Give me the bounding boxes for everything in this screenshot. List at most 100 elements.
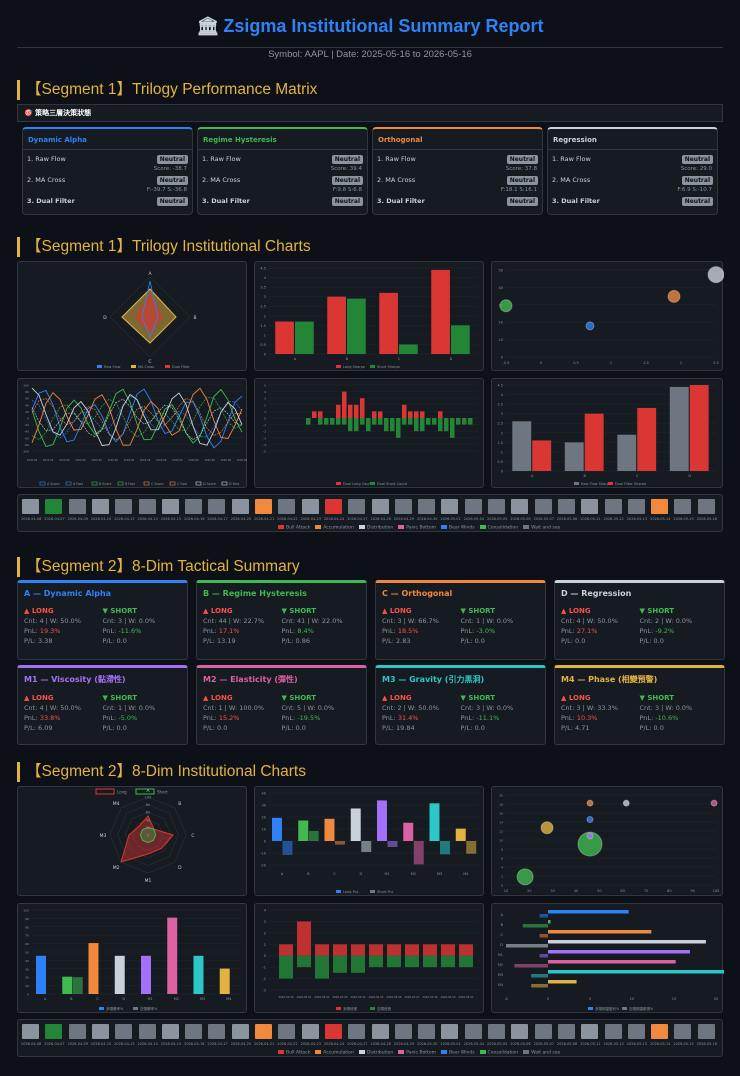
bar-short-expectancy [531, 984, 548, 988]
x-tick: M2 [174, 997, 179, 1001]
regime-date: 2026-05-01 [440, 517, 461, 521]
strategy-status-strip: 🎯 策略三層決策狀態 [17, 104, 723, 122]
tactical-card-title: M1 — Viscosity (黏滯性) [24, 675, 126, 684]
matrix-row-meta: F:6.9 S:-10.7 [677, 187, 712, 193]
bar [689, 385, 709, 471]
short-column: ▼ SHORT Cnt: 5 | W: 0.0% PnL: -19.5% P/L: 0… [282, 693, 361, 733]
legend-swatch [336, 365, 341, 368]
regime-legend-swatch [398, 1050, 405, 1054]
y-tick: 60 [25, 942, 29, 946]
regime-date: 2026-04-07 [44, 1042, 65, 1046]
radar-grid [109, 276, 191, 358]
bar-long-signal [333, 944, 347, 956]
bubble [577, 831, 603, 857]
y-tick: 20 [499, 321, 503, 325]
matrix-row-meta: F:18.1 S:16.1 [500, 187, 537, 193]
pnl-value: 19.3% [39, 627, 61, 635]
sharpe-bar-chart: 0 0.5 1 1.5 2 2.5 3 3.5 4 4.5 A B C D Long Sharpe Short… [254, 261, 484, 371]
radar-series-raw [141, 280, 159, 339]
y-tick: 3 [264, 920, 266, 924]
short-column: ▼ SHORT Cnt: 1 | W: 0.0% PnL: -5.0% P/L: 0.… [103, 693, 182, 733]
bar-long-winrate [219, 968, 230, 994]
x-tick: 40 [574, 889, 578, 893]
pnl-value: -11.6% [118, 627, 142, 635]
pnl-value: 18.5% [397, 627, 419, 635]
regime-cell [91, 499, 109, 514]
trade-count: Cnt: 1 | W: 100.0% [203, 704, 265, 712]
y-tick: 0 [27, 417, 29, 421]
bubble [516, 868, 534, 886]
matrix-row-label: 2. MA Cross [377, 176, 416, 184]
bar-short-signal [297, 955, 311, 968]
profit-loss-ratio: P/L: 0.0 [561, 637, 586, 645]
bar-short-pnl [387, 841, 398, 847]
bar [637, 407, 657, 471]
profit-loss-ratio: P/L: 0.0 [102, 724, 127, 732]
matrix-card-2: Orthogonal 1. Raw Flow Neutral Score: 37.8 2… [372, 127, 543, 215]
y-tick: 40 [25, 959, 29, 963]
y-tick: 1 [501, 450, 503, 454]
tactical-columns: ▲ LONG Cnt: 1 | W: 100.0% PnL: 15.2% P/L: 0… [203, 693, 360, 733]
profit-loss-ratio: P/L: 0.0 [639, 637, 664, 645]
regime-date: 2026-05-06 [510, 1042, 531, 1046]
radar-tick: 40 [146, 818, 150, 822]
pnl-label: PnL: [102, 714, 119, 722]
bar-short-signal [369, 955, 383, 968]
short-column: ▼ SHORT Cnt: 1 | W: 0.0% PnL: -3.0% P/L: 0.… [461, 606, 540, 646]
legend-swatch [370, 365, 375, 368]
legend-label: Short [157, 790, 168, 795]
x-tick: C [96, 997, 99, 1001]
long-column: ▲ LONG Cnt: 4 | W: 50.0% PnL: 33.8% P/L: 6.… [24, 693, 103, 733]
pnl-value: 17.1% [218, 627, 240, 635]
matrix-row: 1. Raw Flow Neutral [373, 154, 542, 164]
legend-label: Dual Filter Sharpe [615, 482, 646, 486]
x-tick: 0.5 [573, 361, 579, 365]
y-tick: -2 [263, 430, 266, 434]
regime-date: 2026-05-07 [533, 1042, 554, 1046]
y-tick: -80 [24, 443, 29, 447]
bar [451, 325, 470, 354]
page-title: 🏛 Zsigma Institutional Summary Report [196, 16, 544, 36]
regime-cell [278, 499, 296, 514]
bar-short [372, 418, 377, 425]
y-tick: 20 [25, 410, 29, 414]
y-tick: 0 [501, 356, 503, 360]
regime-cell [301, 499, 319, 514]
y-tick: B [501, 923, 504, 927]
legend-label: C Fast [177, 482, 188, 486]
matrix-row-label: 1. Raw Flow [377, 155, 416, 163]
profit-loss-ratio: P/L: 6.09 [24, 724, 53, 732]
bar-short-expectancy [514, 964, 548, 968]
win-rate-chart: 0 10 20 30 40 50 60 70 80 90 100 A B C D M1 M2 M3 M4 多頭勝率% 空… [17, 903, 247, 1013]
regime-cell [371, 499, 389, 514]
long-column: ▲ LONG Cnt: 4 | W: 50.0% PnL: 19.3% P/L: 3.… [24, 606, 103, 646]
radar-tick: 100 [145, 796, 152, 800]
regime-cell [488, 1024, 505, 1039]
x-tick: 20 [527, 889, 531, 893]
bar-long [360, 398, 365, 418]
pnl-label: PnL: [561, 627, 577, 635]
x-tick: M2 [411, 872, 416, 876]
pnl: PnL: 27.1% [561, 626, 640, 636]
bar-short [396, 418, 401, 438]
x-tick: 30 [550, 889, 554, 893]
bar-long [336, 404, 341, 418]
radar-axis-label: M2 [113, 865, 120, 871]
legend-label: 多頭期望盈利% [595, 1006, 620, 1011]
series-line [31, 398, 243, 441]
regime-date: 2026-04-16 [184, 1042, 205, 1046]
y-tick: 10 [499, 839, 503, 843]
regime-date: 2026-04-09 [67, 517, 88, 521]
x-tick: 60 [620, 889, 624, 893]
legend-label: D Score [203, 482, 216, 486]
bubble [586, 799, 594, 807]
y-tick: -40 [24, 430, 29, 434]
status-badge: Neutral [681, 196, 713, 206]
status-badge: Neutral [331, 175, 363, 185]
y-tick: M1 [498, 953, 503, 957]
matrix-row: 1. Raw Flow Neutral [23, 154, 192, 164]
section-title-trilogy-charts: 【Segment 1】Trilogy Institutional Charts [17, 237, 311, 257]
regime-cell [534, 1024, 552, 1039]
direction-label: ▲ LONG [203, 607, 233, 615]
pnl-label: PnL: [639, 627, 656, 635]
